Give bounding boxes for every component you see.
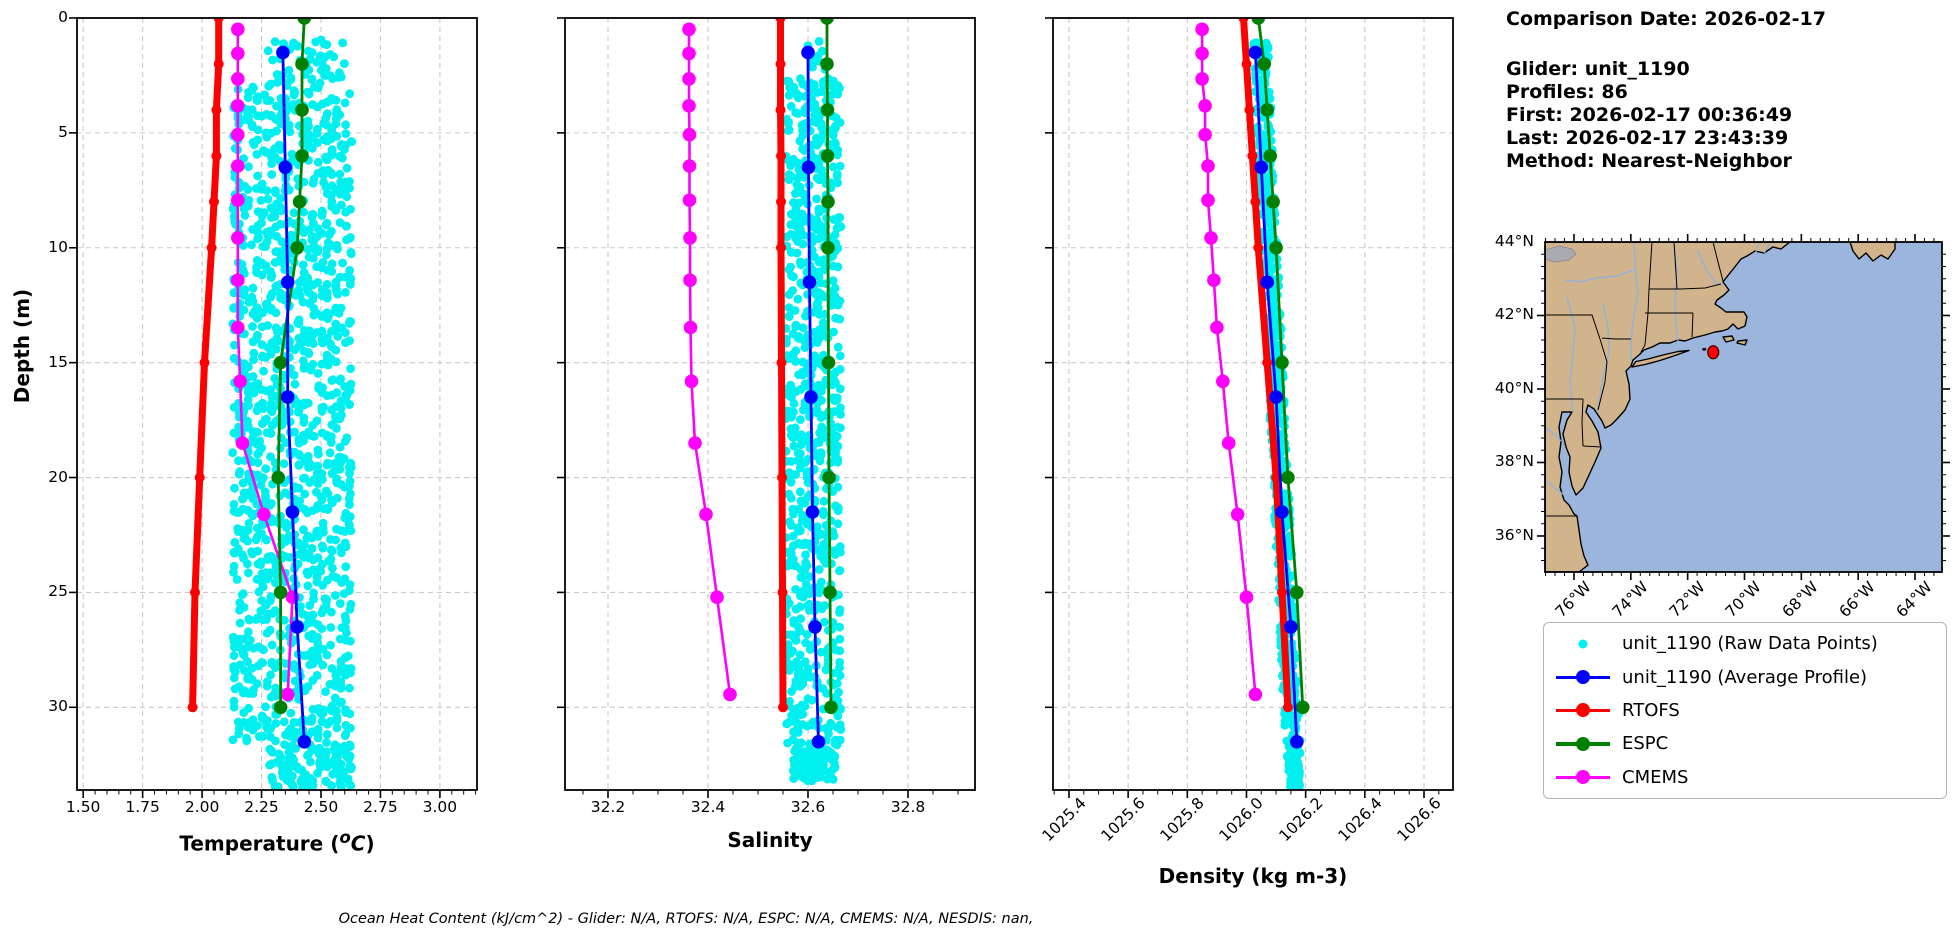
temperature-tick-1.5: 1.50 xyxy=(65,798,101,816)
river xyxy=(1673,242,1679,342)
salinity-series-rtofs xyxy=(775,18,788,713)
temperature-tick-3: 3.00 xyxy=(422,798,458,816)
state-border xyxy=(1712,242,1724,282)
salinity-tick-32.2: 32.2 xyxy=(590,798,626,816)
density-series-cmems xyxy=(1195,22,1263,702)
salinity-tick-32.4: 32.4 xyxy=(690,798,726,816)
lake-ontario xyxy=(1545,245,1577,263)
temperature-series-espc xyxy=(271,18,312,715)
depth-tick-10: 10 xyxy=(48,237,68,256)
comparison-date: Comparison Date: 2026-02-17 xyxy=(1506,8,1826,30)
river xyxy=(1763,242,1772,254)
river xyxy=(1545,426,1562,442)
temperature-tick-2.75: 2.75 xyxy=(363,798,398,816)
state-border xyxy=(1691,312,1694,338)
river xyxy=(1630,242,1639,361)
temperature-axis-label: Temperature (oC) xyxy=(179,828,375,856)
state-border xyxy=(1649,283,1722,290)
legend-item-cmems: CMEMS xyxy=(1544,761,1946,794)
river xyxy=(1755,242,1761,253)
espc-swatch xyxy=(1552,734,1614,754)
last-profile-time: Last: 2026-02-17 23:43:39 xyxy=(1506,127,1789,149)
state-border xyxy=(1581,398,1584,447)
salinity-tick-32.8: 32.8 xyxy=(890,798,926,816)
nova-scotia xyxy=(1849,242,1896,262)
depth-axis-label: Depth (m) xyxy=(10,288,34,404)
legend-item-raw: unit_1190 (Raw Data Points) xyxy=(1544,627,1946,660)
river xyxy=(1566,296,1576,413)
temperature-tick-2.25: 2.25 xyxy=(244,798,279,816)
map-lat-tick-42: 42°N xyxy=(1494,305,1534,324)
legend-item-average: unit_1190 (Average Profile) xyxy=(1544,661,1946,694)
temperature-plot xyxy=(69,17,478,798)
river xyxy=(1564,269,1635,283)
state-border xyxy=(1582,445,1602,448)
depth-tick-5: 5 xyxy=(58,122,68,141)
salinity-series-espc xyxy=(820,18,838,715)
legend: unit_1190 (Raw Data Points) unit_1190 (A… xyxy=(1543,622,1947,799)
temperature-series-unit-1190-average-profile- xyxy=(276,45,312,749)
state-border xyxy=(1545,314,1601,340)
temperature-series-cmems xyxy=(231,22,300,702)
average-profile-swatch xyxy=(1552,667,1614,687)
temperature-raw-points xyxy=(228,35,357,790)
comparison-info-block: Comparison Date: 2026-02-17 Glider: unit… xyxy=(1506,8,1826,173)
density-axis-label: Density (kg m-3) xyxy=(1158,864,1348,888)
location-map xyxy=(1537,234,1950,580)
small-island xyxy=(1702,347,1707,351)
state-border xyxy=(1673,242,1678,290)
method: Method: Nearest-Neighbor xyxy=(1506,150,1792,172)
state-border xyxy=(1601,337,1631,340)
temperature-tick-1.75: 1.75 xyxy=(125,798,160,816)
nantucket xyxy=(1736,339,1748,346)
depth-tick-25: 25 xyxy=(48,582,68,601)
salinity-series-unit-1190-average-profile- xyxy=(801,45,826,749)
map-lat-tick-38: 38°N xyxy=(1494,452,1534,471)
density-plot xyxy=(1045,17,1454,798)
depth-tick-15: 15 xyxy=(48,352,68,371)
map-lat-tick-44: 44°N xyxy=(1494,232,1534,250)
legend-item-espc: ESPC xyxy=(1544,727,1946,760)
salinity-plot xyxy=(557,17,976,798)
temperature-tick-2: 2.00 xyxy=(184,798,220,816)
glider-name: Glider: unit_1190 xyxy=(1506,58,1690,80)
profiles-count: Profiles: 86 xyxy=(1506,81,1628,103)
river xyxy=(1545,479,1565,496)
density-series-unit-1190-average-profile- xyxy=(1248,45,1304,749)
mainland xyxy=(1545,242,1791,572)
temperature-tick-2.5: 2.50 xyxy=(303,798,339,816)
salinity-raw-points xyxy=(781,37,846,786)
depth-tick-30: 30 xyxy=(48,697,68,716)
first-profile-time: First: 2026-02-17 00:36:49 xyxy=(1506,104,1793,126)
density-series-rtofs xyxy=(1238,18,1293,713)
raw-points-swatch xyxy=(1552,634,1614,654)
depth-tick-20: 20 xyxy=(48,467,68,486)
long-island xyxy=(1631,349,1690,368)
state-border xyxy=(1597,338,1608,411)
map-lat-tick-40: 40°N xyxy=(1494,378,1534,397)
marthas-vineyard xyxy=(1722,335,1735,343)
river xyxy=(1696,249,1723,287)
glider-position-marker xyxy=(1707,345,1720,360)
depth-tick-0: 0 xyxy=(58,8,68,26)
map-lat-tick-36: 36°N xyxy=(1494,525,1534,544)
river xyxy=(1596,303,1610,413)
salinity-axis-label: Salinity xyxy=(727,828,813,852)
salinity-series-cmems xyxy=(682,22,737,702)
cmems-swatch xyxy=(1552,767,1614,787)
temperature-series-rtofs xyxy=(187,18,224,713)
density-series-espc xyxy=(1251,18,1310,715)
ocean-heat-content-note: Ocean Heat Content (kJ/cm^2) - Glider: N… xyxy=(338,911,1034,927)
legend-item-rtofs: RTOFS xyxy=(1544,694,1946,727)
salinity-tick-32.6: 32.6 xyxy=(790,798,826,816)
rtofs-swatch xyxy=(1552,700,1614,720)
